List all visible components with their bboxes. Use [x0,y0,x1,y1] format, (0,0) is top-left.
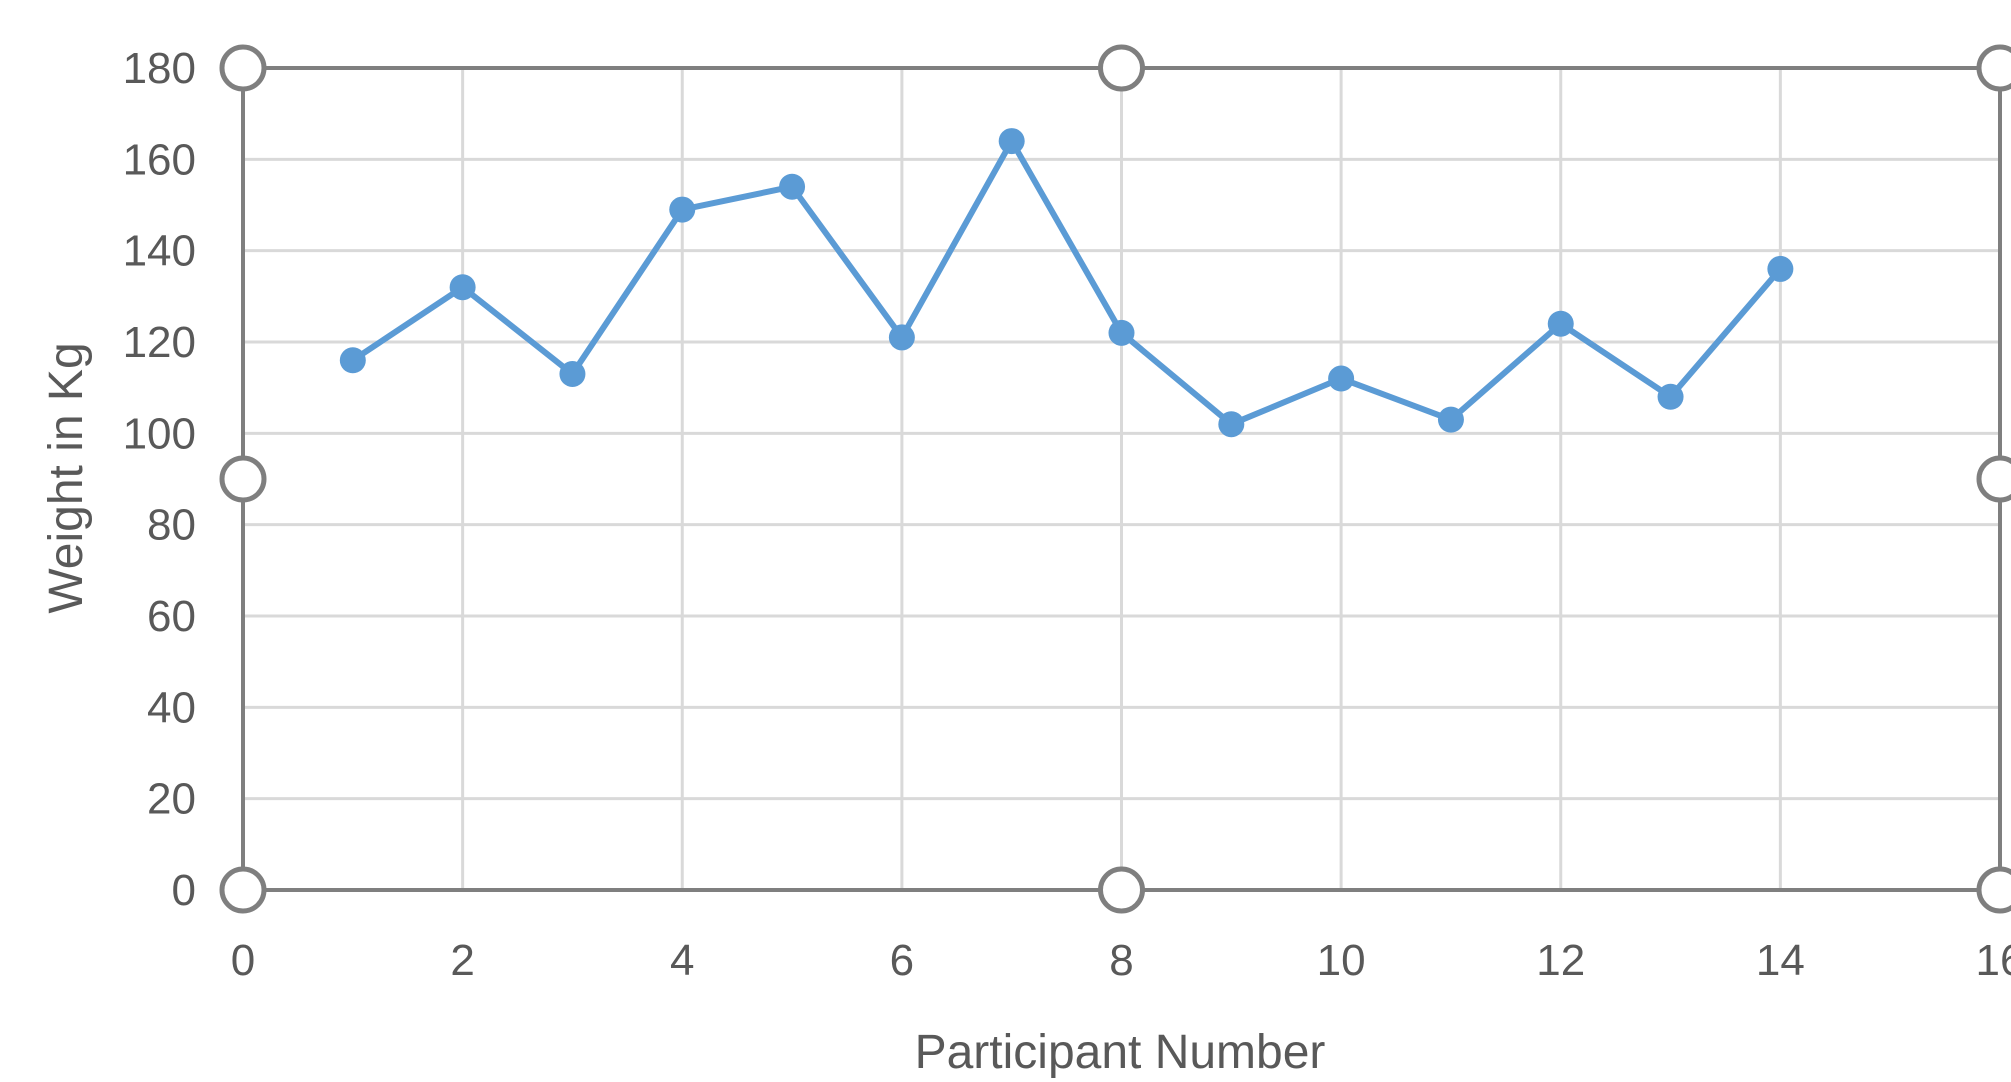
handle-middle-right[interactable] [1976,455,2011,503]
data-point[interactable] [888,324,915,351]
x-tick-label: 12 [1536,936,1585,985]
handle-middle-left[interactable] [219,455,267,503]
x-tick-label: 4 [670,936,694,985]
handle-top-left[interactable] [219,44,267,92]
y-axis-ticks: 0 20 40 60 80 100 120 140 160 180 [123,44,196,915]
data-point[interactable] [339,347,366,374]
y-tick-label: 180 [123,44,196,93]
data-point[interactable] [1547,310,1574,337]
series-line [351,138,1783,428]
data-point[interactable] [669,196,696,223]
data-point[interactable] [1437,406,1464,433]
x-axis-title: Participant Number [915,1026,1326,1079]
data-point[interactable] [1657,383,1684,410]
handle-bottom-right[interactable] [1976,866,2011,914]
handle-top-center[interactable] [1098,44,1145,92]
data-point[interactable] [1108,319,1135,346]
data-point[interactable] [1328,365,1355,392]
gridlines [241,66,2002,892]
y-tick-label: 40 [147,683,196,732]
data-point[interactable] [1767,255,1794,282]
data-point[interactable] [449,274,476,301]
y-tick-label: 100 [123,409,196,458]
y-tick-label: 80 [147,501,196,550]
data-point[interactable] [998,128,1025,155]
y-tick-label: 140 [123,227,196,276]
handle-bottom-left[interactable] [219,866,267,914]
handle-bottom-center[interactable] [1098,866,1145,914]
y-tick-label: 20 [147,775,196,824]
data-point[interactable] [559,360,586,387]
x-tick-label: 0 [231,936,255,985]
x-axis-ticks: 0 2 4 6 8 10 12 14 16 [231,936,2011,985]
x-tick-label: 10 [1317,936,1366,985]
y-tick-label: 0 [172,866,196,915]
y-tick-label: 60 [147,592,196,641]
data-point[interactable] [779,173,806,200]
data-point[interactable] [1218,411,1245,438]
x-tick-label: 16 [1976,936,2011,985]
y-tick-label: 160 [123,135,196,184]
handle-top-right[interactable] [1976,44,2011,92]
series [339,128,1794,438]
x-tick-label: 14 [1756,936,1805,985]
x-tick-label: 6 [890,936,914,985]
y-axis-title: Weight in Kg [40,342,93,613]
y-tick-label: 120 [123,318,196,367]
x-tick-label: 2 [450,936,474,985]
selection-handles[interactable] [219,44,2011,914]
x-tick-label: 8 [1109,936,1133,985]
